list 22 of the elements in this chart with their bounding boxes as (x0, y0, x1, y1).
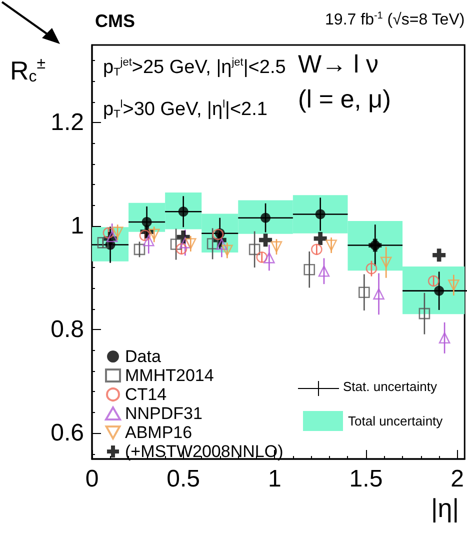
x-tick-label: 1 (268, 466, 282, 492)
annotation: (l = e, μ) (298, 86, 391, 114)
legend-label: CT14 (125, 385, 167, 404)
chart-title: CMS (95, 11, 135, 31)
y-axis-title: Rc± (10, 56, 46, 86)
annotation: W→ l ν (298, 50, 379, 78)
y-tick-label: 1.2 (50, 109, 84, 136)
legend-label: (+MSTW2008NNLO) (125, 442, 284, 461)
annotation: Stat. uncertainty (343, 379, 438, 394)
legend-label: NNPDF31 (125, 404, 202, 423)
legend-label: MMHT2014 (125, 366, 214, 385)
legend-label: ABMP16 (125, 423, 192, 442)
legend-label: Total uncertainty (348, 414, 444, 428)
y-tick-label: 0.8 (50, 316, 84, 344)
x-tick-label: 2 (450, 466, 464, 492)
x-tick-label: 1.5 (349, 466, 383, 492)
y-tick-label: 0.6 (50, 420, 84, 447)
y-tick-label: 1 (70, 212, 84, 240)
x-tick-label: 0 (85, 466, 99, 492)
x-axis-title: |η| (431, 493, 459, 523)
x-tick-label: 0.5 (166, 466, 200, 492)
legend-label: Data (125, 347, 162, 366)
